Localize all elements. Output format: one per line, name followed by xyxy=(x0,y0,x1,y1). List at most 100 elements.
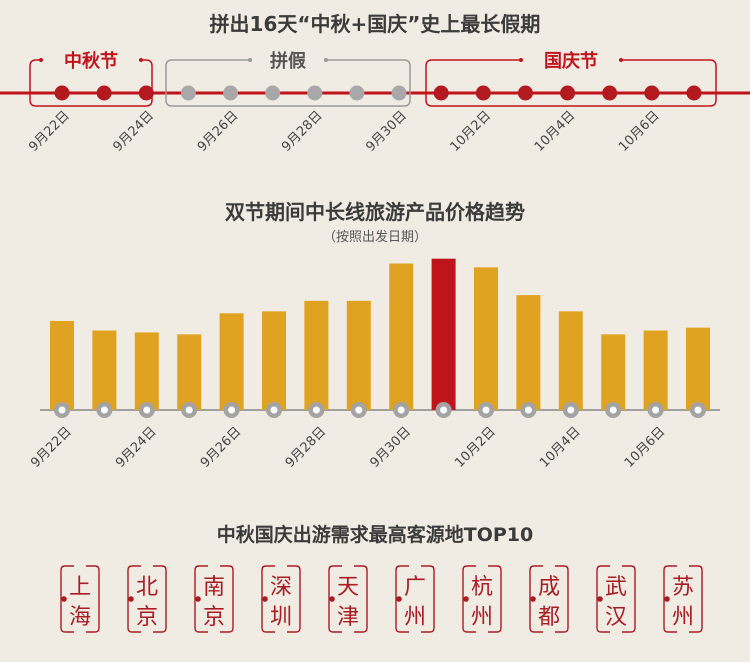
bracket-end-dot xyxy=(248,58,252,62)
city-frame xyxy=(220,565,234,633)
city-frame xyxy=(689,565,703,633)
timeline-tick-label: 9月22日 xyxy=(26,108,73,155)
timeline-tick-label: 9月30日 xyxy=(363,108,410,155)
chart-tick-label: 10月2日 xyxy=(452,424,499,471)
city-frame xyxy=(596,565,610,633)
timeline-day-dot xyxy=(433,85,449,101)
chart-bar xyxy=(686,327,710,410)
timeline-tick-label: 9月26日 xyxy=(195,108,242,155)
city-frame xyxy=(488,565,502,633)
timeline-day-dot xyxy=(138,85,154,101)
city-char-top: 天 xyxy=(337,575,359,600)
timeline-group-label: 国庆节 xyxy=(544,50,598,72)
city-dot xyxy=(195,596,201,602)
city-char-top: 上 xyxy=(69,575,91,600)
chart-bar-highlight xyxy=(431,258,456,410)
chart-bar xyxy=(601,334,626,410)
chart-bar xyxy=(262,311,286,410)
city-dot xyxy=(329,596,335,602)
timeline-day-dot xyxy=(54,85,70,101)
chart-tick-label: 10月4日 xyxy=(537,424,584,471)
city-frame xyxy=(287,565,301,633)
bracket-end-dot xyxy=(519,58,523,62)
timeline-tick-label: 10月2日 xyxy=(448,108,495,155)
timeline-day-dot xyxy=(602,85,618,101)
bar-base-dot-center xyxy=(143,406,151,414)
chart-bar xyxy=(304,300,329,410)
bar-base-dot-center xyxy=(185,406,193,414)
city-dot xyxy=(597,596,603,602)
bar-base-dot-center xyxy=(652,406,660,414)
city-char-bottom: 州 xyxy=(672,605,694,630)
chart-tick-label: 9月22日 xyxy=(28,424,75,471)
city-frame xyxy=(127,565,141,633)
timeline-day-dot xyxy=(644,85,660,101)
city-frame xyxy=(395,565,409,633)
price-trend-chart: 9月22日 9月24日 9月26日 9月28日 9月30日 10月2日 10月4日 10月6日 xyxy=(28,258,720,471)
timeline-tick-label: 9月28日 xyxy=(279,108,326,155)
city-frame xyxy=(622,565,636,633)
bar-base-dot-center xyxy=(270,406,278,414)
city-char-top: 北 xyxy=(136,575,158,600)
bar-base-dot-center xyxy=(228,406,236,414)
timeline-bracket xyxy=(29,59,153,107)
bar-base-dot-center xyxy=(312,406,320,414)
timeline-tick-label: 9月24日 xyxy=(111,108,158,155)
bracket-end-dot xyxy=(39,58,43,62)
chart-bar xyxy=(643,330,668,410)
bar-base-dot-center xyxy=(440,406,448,414)
chart-bar xyxy=(558,311,583,410)
city-char-bottom: 圳 xyxy=(270,605,292,630)
chart-title: 双节期间中长线旅游产品价格趋势 xyxy=(225,200,525,224)
timeline-day-dot xyxy=(475,85,491,101)
timeline-day-dot xyxy=(96,85,112,101)
city-char-top: 深 xyxy=(270,575,292,600)
city-char-bottom: 州 xyxy=(404,605,426,630)
timeline-tick-label: 10月4日 xyxy=(532,108,579,155)
chart-bar xyxy=(177,334,202,410)
bar-base-dot-center xyxy=(482,406,490,414)
timeline-day-dot xyxy=(391,85,407,101)
city-dot xyxy=(61,596,67,602)
bar-base-dot-center xyxy=(397,406,405,414)
chart-bar xyxy=(92,330,117,410)
chart-tick-label: 9月26日 xyxy=(198,424,245,471)
city-char-top: 广 xyxy=(404,575,426,600)
city-frame xyxy=(194,565,208,633)
bracket-end-dot xyxy=(619,58,623,62)
city-char-bottom: 海 xyxy=(69,605,91,630)
city-frame xyxy=(354,565,368,633)
timeline-tick-label: 10月6日 xyxy=(616,108,663,155)
bar-base-dot-center xyxy=(694,406,702,414)
city-char-bottom: 州 xyxy=(471,605,493,630)
bracket-end-dot xyxy=(139,58,143,62)
bracket-end-dot xyxy=(324,58,328,62)
city-char-top: 杭 xyxy=(471,575,493,600)
city-frame xyxy=(60,565,74,633)
city-dot xyxy=(664,596,670,602)
timeline-day-dot xyxy=(180,85,196,101)
chart-tick-label: 9月28日 xyxy=(283,424,330,471)
chart-subtitle: （按照出发日期） xyxy=(322,230,427,245)
holiday-timeline: 中秋节 拼假 国庆节 9月22日 9月24日 9月26日 9月28日 9月30日 10月2日 10… xyxy=(0,50,750,155)
bar-base-dot-center xyxy=(524,406,532,414)
cities-title: 中秋国庆出游需求最高客源地TOP10 xyxy=(216,524,534,546)
chart-tick-label: 9月30日 xyxy=(367,424,414,471)
chart-bar xyxy=(219,313,244,410)
city-char-top: 南 xyxy=(203,575,225,600)
timeline-group-label: 中秋节 xyxy=(64,50,118,72)
page-title: 拼出16天“中秋+国庆”史上最长假期 xyxy=(209,12,541,36)
city-char-bottom: 津 xyxy=(337,605,359,630)
chart-bar xyxy=(389,263,414,410)
city-frame xyxy=(328,565,342,633)
timeline-group-label: 拼假 xyxy=(270,50,307,72)
city-dot xyxy=(128,596,134,602)
city-dot xyxy=(463,596,469,602)
city-char-bottom: 京 xyxy=(136,605,158,630)
city-frame xyxy=(421,565,435,633)
city-char-bottom: 都 xyxy=(538,605,560,630)
city-char-bottom: 汉 xyxy=(605,605,627,630)
chart-bar xyxy=(346,300,371,410)
timeline-bracket xyxy=(425,59,717,107)
